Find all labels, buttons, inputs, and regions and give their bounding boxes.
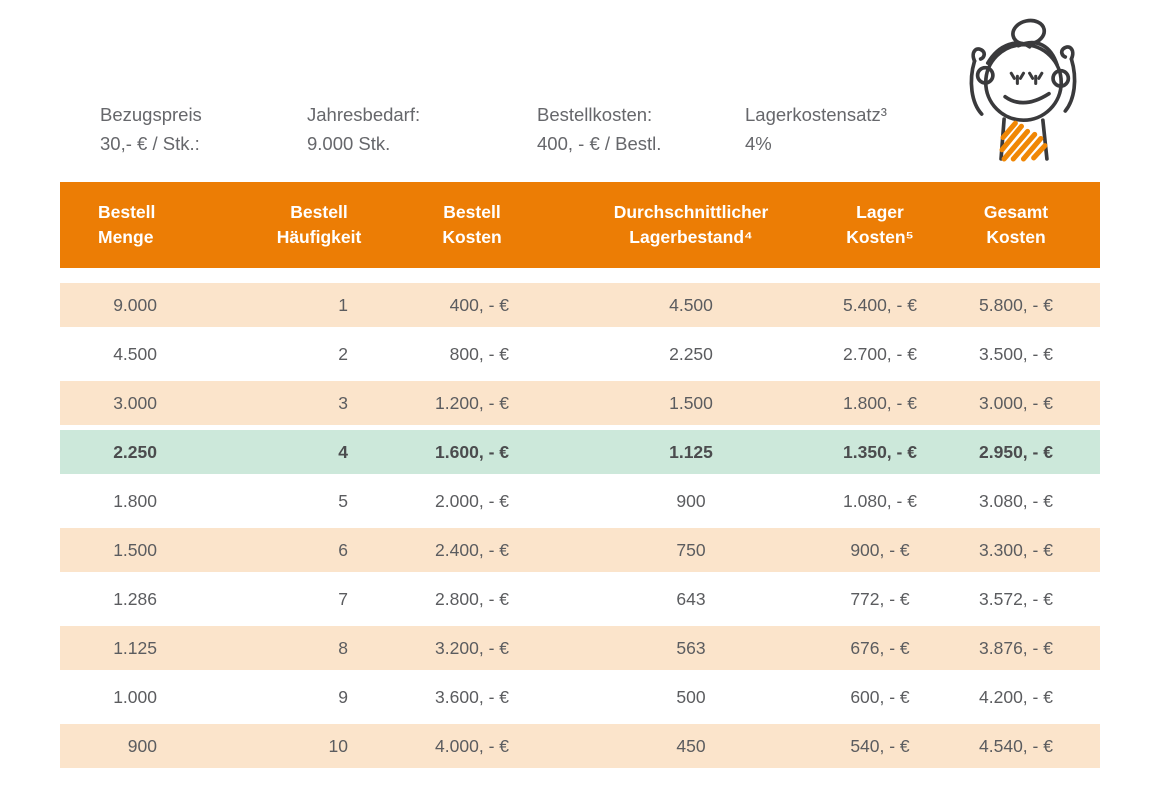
table-cell: 3 xyxy=(338,392,348,413)
table-cell: 1.125 xyxy=(669,441,713,462)
table-cell: 3.500, - € xyxy=(979,343,1053,364)
table-cell: 800, - € xyxy=(449,343,509,364)
table-cell: 3.000 xyxy=(113,392,157,413)
cheering-woman-illustration xyxy=(957,8,1092,168)
table-cell: 900 xyxy=(676,490,706,511)
table-cell: 1.000 xyxy=(113,686,157,707)
table-cell: 4.500 xyxy=(669,294,713,315)
info-bestellkosten: Bestellkosten: 400, - € / Bestl. xyxy=(537,100,661,158)
table-cell: 750 xyxy=(676,539,706,560)
info-value: 9.000 Stk. xyxy=(307,133,391,154)
table-cell: 5 xyxy=(338,490,348,511)
table-cell: 600, - € xyxy=(850,686,910,707)
table-cell: 900 xyxy=(127,735,157,756)
table-cell: 4.200, - € xyxy=(979,686,1053,707)
table-cell: 643 xyxy=(676,588,706,609)
table-cell: 4 xyxy=(338,441,348,462)
table-cell: 1.600, - € xyxy=(435,441,509,462)
table-body: 9.000 1 400, - € 4.500 5.400, - € 5.800, - € 4… xyxy=(60,283,1100,768)
info-value: 400, - € / Bestl. xyxy=(537,133,662,154)
table-cell: 400, - € xyxy=(449,294,509,315)
column-header-lagerbestand: Durchschnittlicher Lagerbestand⁴ xyxy=(613,202,769,247)
table-cell: 772, - € xyxy=(850,588,910,609)
table-cell: 1.500 xyxy=(669,392,713,413)
table-cell: 1 xyxy=(338,294,348,315)
table-cell: 6 xyxy=(338,539,348,560)
table-row: 4.500 2 800, - € 2.250 2.700, - € 3.500, - € xyxy=(60,332,1100,376)
table-cell: 3.572, - € xyxy=(979,588,1053,609)
table-row: 1.000 9 3.600, - € 500 600, - € 4.200, - € xyxy=(60,675,1100,719)
table-cell: 2.250 xyxy=(669,343,713,364)
table-cell: 1.350, - € xyxy=(843,441,917,462)
table-cell: 3.080, - € xyxy=(979,490,1053,511)
table-cell: 7 xyxy=(338,588,348,609)
table-cell: 900, - € xyxy=(850,539,910,560)
column-header-lagerkosten: Lager Kosten⁵ xyxy=(846,202,914,247)
table-cell: 5.400, - € xyxy=(843,294,917,315)
table-cell: 1.500 xyxy=(113,539,157,560)
table-cell: 3.600, - € xyxy=(435,686,509,707)
info-value: 4% xyxy=(745,133,772,154)
table-cell: 3.000, - € xyxy=(979,392,1053,413)
info-lagerkostensatz: Lagerkostensatz³ 4% xyxy=(745,100,887,158)
table-cell: 450 xyxy=(676,735,706,756)
table-row: 1.125 8 3.200, - € 563 676, - € 3.876, - € xyxy=(60,626,1100,670)
table-cell: 2.400, - € xyxy=(435,539,509,560)
table-cell: 2.950, - € xyxy=(979,441,1053,462)
cheering-woman-icon xyxy=(969,18,1077,162)
table-cell: 676, - € xyxy=(850,637,910,658)
table-cell: 4.000, - € xyxy=(435,735,509,756)
table-cell: 540, - € xyxy=(850,735,910,756)
table-row-optimum-highlight: 2.250 4 1.600, - € 1.125 1.350, - € 2.950, - … xyxy=(60,430,1100,474)
column-header-gesamtkosten: Gesamt Kosten xyxy=(983,202,1049,247)
table-cell: 9.000 xyxy=(113,294,157,315)
info-jahresbedarf: Jahresbedarf: 9.000 Stk. xyxy=(307,100,420,158)
table-cell: 3.200, - € xyxy=(435,637,509,658)
table-cell: 3.300, - € xyxy=(979,539,1053,560)
table-row: 1.800 5 2.000, - € 900 1.080, - € 3.080, - € xyxy=(60,479,1100,523)
table-cell: 3.876, - € xyxy=(979,637,1053,658)
table-cell: 500 xyxy=(676,686,706,707)
table-cell: 4.500 xyxy=(113,343,157,364)
table-cell: 1.800, - € xyxy=(843,392,917,413)
table-cell: 1.286 xyxy=(113,588,157,609)
table-cell: 2.000, - € xyxy=(435,490,509,511)
table-cell: 9 xyxy=(338,686,348,707)
table-row: 900 10 4.000, - € 450 540, - € 4.540, - € xyxy=(60,724,1100,768)
table-cell: 10 xyxy=(328,735,348,756)
info-label: Bezugspreis xyxy=(100,104,202,125)
table-cell: 1.800 xyxy=(113,490,157,511)
table-cell: 2 xyxy=(338,343,348,364)
table-cell: 1.125 xyxy=(113,637,157,658)
info-label: Jahresbedarf: xyxy=(307,104,421,125)
table-row: 9.000 1 400, - € 4.500 5.400, - € 5.800, - € xyxy=(60,283,1100,327)
table-cell: 563 xyxy=(676,637,706,658)
column-header-bestellmenge: Bestell Menge xyxy=(98,202,156,247)
order-quantity-table: Bestell Menge Bestell Häufigkeit Bestell… xyxy=(60,182,1100,768)
table-cell: 2.700, - € xyxy=(843,343,917,364)
table-cell: 1.200, - € xyxy=(435,392,509,413)
column-header-bestellkosten: Bestell Kosten xyxy=(442,202,502,247)
info-label: Lagerkostensatz³ xyxy=(745,104,887,125)
table-header-row: Bestell Menge Bestell Häufigkeit Bestell… xyxy=(60,182,1100,268)
table-cell: 1.080, - € xyxy=(843,490,917,511)
table-cell: 2.250 xyxy=(113,441,157,462)
info-label: Bestellkosten: xyxy=(537,104,653,125)
info-value: 30,- € / Stk.: xyxy=(100,133,200,154)
table-cell: 5.800, - € xyxy=(979,294,1053,315)
column-header-bestellhaeufigkeit: Bestell Häufigkeit xyxy=(276,202,362,247)
table-cell: 8 xyxy=(338,637,348,658)
info-bezugspreis: Bezugspreis 30,- € / Stk.: xyxy=(100,100,202,158)
table-row: 1.500 6 2.400, - € 750 900, - € 3.300, - € xyxy=(60,528,1100,572)
table-row: 1.286 7 2.800, - € 643 772, - € 3.572, - € xyxy=(60,577,1100,621)
table-cell: 2.800, - € xyxy=(435,588,509,609)
table-row: 3.000 3 1.200, - € 1.500 1.800, - € 3.000, - … xyxy=(60,381,1100,425)
table-cell: 4.540, - € xyxy=(979,735,1053,756)
